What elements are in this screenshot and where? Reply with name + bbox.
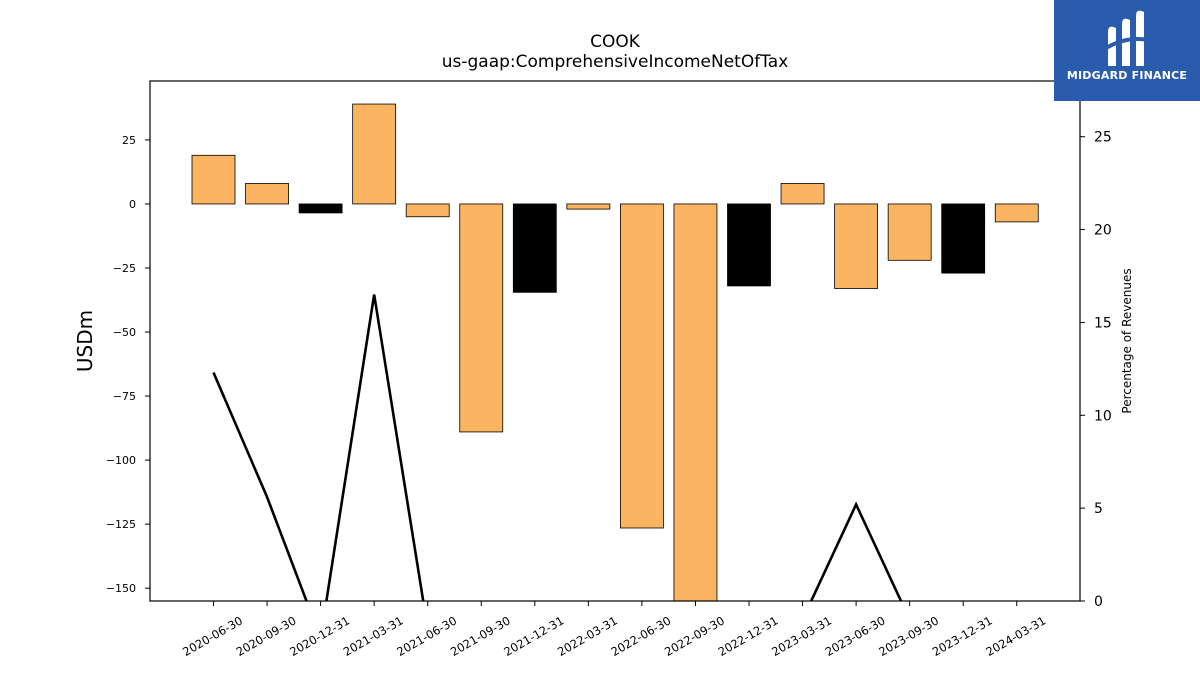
y2-tick-label: 0 (1094, 594, 1103, 610)
x-tick-label: 2023-06-30 (823, 613, 888, 659)
revenue-pct-line-0 (212, 294, 425, 601)
y-tick-label: 0 (129, 198, 136, 211)
y2-tick-label: 20 (1094, 223, 1112, 239)
x-tick-label: 2022-06-30 (609, 613, 674, 659)
bar-2023-03-31 (780, 183, 825, 205)
x-tick-label: 2022-12-31 (716, 613, 781, 659)
y2-axis-label: Percentage of Revenues (1120, 268, 1134, 413)
bar-2022-09-30 (673, 203, 718, 601)
x-tick-label: 2023-09-30 (876, 613, 941, 659)
y-tick-label: −125 (106, 518, 136, 531)
bar-2022-12-31 (727, 203, 771, 287)
x-tick-label: 2020-12-31 (287, 613, 352, 659)
x-tick-label: 2023-12-31 (930, 613, 995, 659)
x-tick-label: 2023-03-31 (769, 613, 834, 659)
bar-2020-12-31 (298, 203, 343, 214)
line-group (212, 294, 903, 601)
bar-2020-09-30 (245, 183, 289, 205)
x-tick-label: 2021-06-30 (394, 613, 459, 659)
bar-2022-03-31 (566, 203, 611, 210)
revenue-pct-line-1 (809, 501, 903, 601)
y2-tick-label: 15 (1094, 315, 1112, 331)
bar-2021-06-30 (405, 203, 450, 218)
bar-2021-09-30 (459, 203, 504, 433)
midgard-logo-icon (1105, 10, 1149, 67)
plot-frame (149, 80, 1081, 602)
logo-text: MIDGARD FINANCE (1066, 69, 1188, 82)
x-tick-label: 2020-06-30 (180, 613, 245, 659)
x-tick-label: 2021-03-31 (341, 613, 406, 659)
bar-2021-12-31 (512, 203, 557, 293)
x-tick-label: 2020-09-30 (234, 613, 299, 659)
midgard-logo: MIDGARD FINANCE (1054, 0, 1200, 101)
x-axis: 2020-06-302020-09-302020-12-312021-03-31… (180, 601, 1048, 659)
bar-2021-03-31 (352, 103, 397, 205)
x-tick-label: 2022-03-31 (555, 613, 620, 659)
bars-group (191, 103, 1039, 601)
y2-tick-label: 10 (1094, 408, 1112, 424)
x-tick-label: 2024-03-31 (983, 613, 1048, 659)
y2-tick-label: 5 (1094, 501, 1103, 517)
x-tick-label: 2021-12-31 (501, 613, 566, 659)
bar-2023-09-30 (887, 203, 932, 261)
bar-2023-12-31 (941, 203, 986, 274)
x-tick-label: 2022-09-30 (662, 613, 727, 659)
bar-2023-06-30 (834, 203, 878, 289)
bar-2020-06-30 (191, 154, 236, 205)
x-tick-label: 2021-09-30 (448, 613, 513, 659)
y-tick-label: −25 (113, 262, 136, 275)
y-axis-label: USDm (73, 310, 97, 372)
chart-subtitle: us-gaap:ComprehensiveIncomeNetOfTax (441, 52, 789, 72)
chart-title: COOK (590, 32, 640, 52)
y-tick-label: 25 (122, 134, 136, 147)
y-tick-label: −100 (106, 454, 136, 467)
y-tick-label: −75 (113, 390, 136, 403)
y-tick-label: −150 (106, 582, 136, 595)
bar-2024-03-31 (994, 203, 1039, 223)
bar-2022-06-30 (620, 203, 664, 529)
y-tick-label: −50 (113, 326, 136, 339)
y2-tick-label: 25 (1094, 130, 1112, 146)
y-axis: 25 0 −25 −50 −75 −100 −125 −150 (106, 134, 150, 595)
y2-axis: 0 5 10 15 20 25 (1080, 130, 1112, 610)
